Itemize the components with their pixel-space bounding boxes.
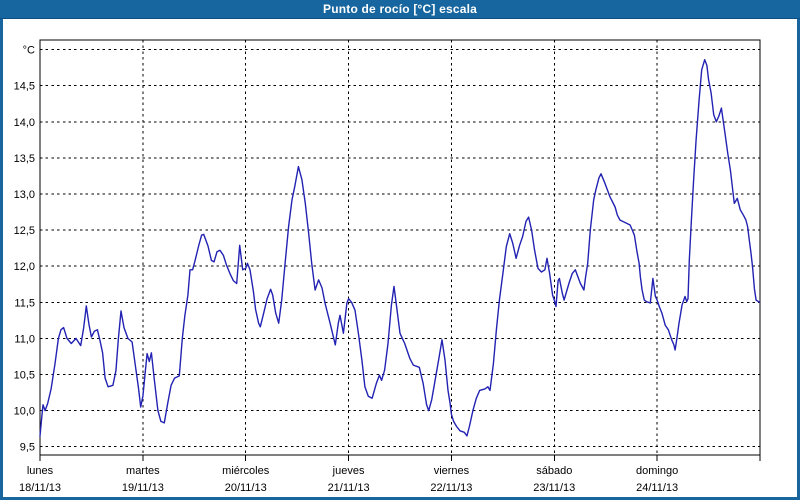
y-tick-label: 14,5 [14, 81, 35, 93]
y-tick-label: 10,0 [14, 406, 35, 418]
x-date-label: 22/11/13 [430, 482, 472, 494]
y-tick-label: 14,0 [14, 117, 35, 129]
x-date-label: 21/11/13 [328, 482, 370, 494]
x-day-label: martes [126, 465, 160, 477]
x-date-label: 23/11/13 [533, 482, 575, 494]
y-tick-label: 9,5 [20, 442, 35, 454]
y-tick-label: 12,0 [14, 261, 35, 273]
dewpoint-series-line [39, 59, 761, 437]
y-tick-label: 11,5 [14, 297, 35, 309]
x-date-label: 18/11/13 [19, 482, 61, 494]
x-day-label: viernes [434, 465, 470, 477]
x-day-label: jueves [332, 465, 365, 477]
x-day-label: miércoles [222, 465, 270, 477]
y-tick-label: 13,5 [14, 153, 35, 165]
y-tick-label: 12,5 [14, 225, 35, 237]
y-tick-label: 10,5 [14, 370, 35, 382]
x-date-label: 19/11/13 [122, 482, 164, 494]
y-tick-label: 13,0 [14, 189, 35, 201]
plot-frame [39, 39, 761, 456]
x-date-label: 20/11/13 [225, 482, 267, 494]
x-day-label: sábado [536, 465, 572, 477]
x-date-label: 24/11/13 [636, 482, 678, 494]
y-tick-label: °C [23, 45, 35, 57]
window-title-bar: Punto de rocío [°C] escala [0, 0, 800, 19]
x-day-label: lunes [27, 465, 54, 477]
window-title: Punto de rocío [°C] escala [322, 2, 478, 16]
x-day-label: domingo [636, 465, 678, 477]
y-tick-label: 11,0 [14, 333, 35, 345]
